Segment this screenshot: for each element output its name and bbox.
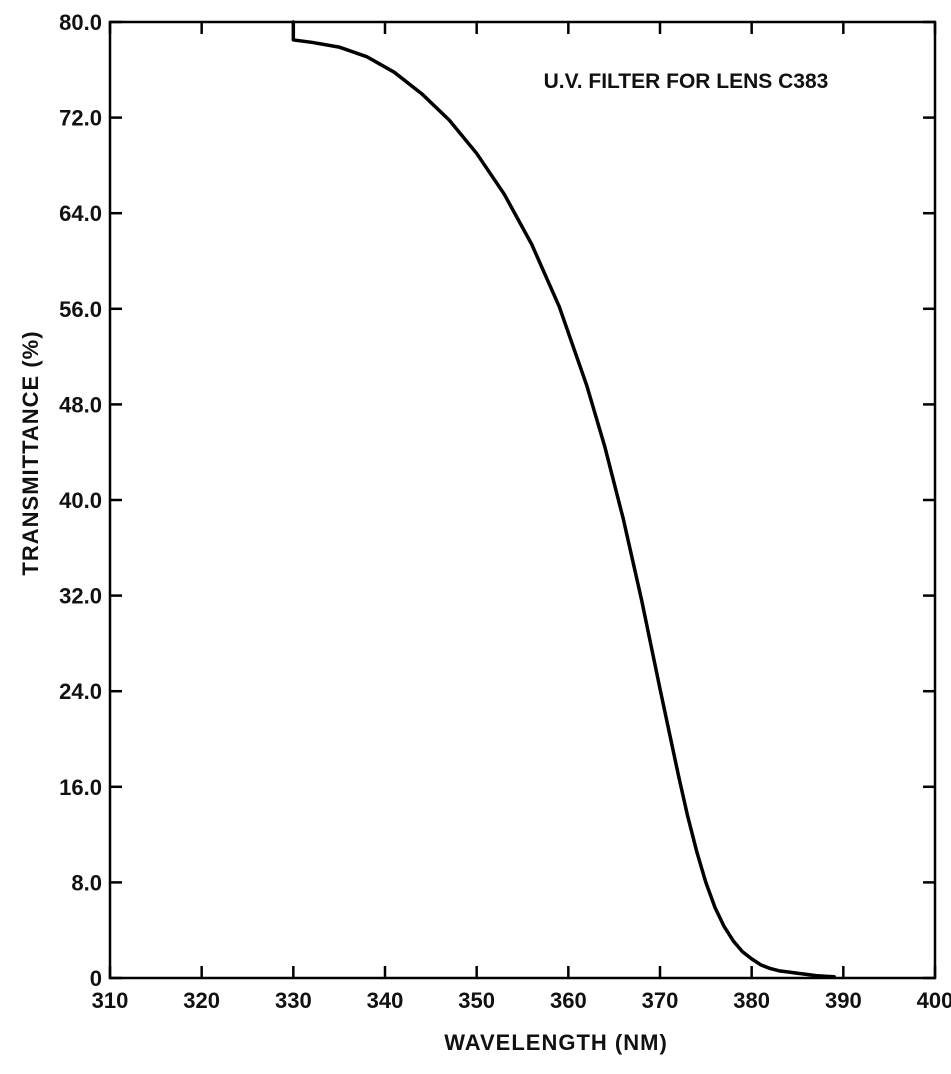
x-tick-label: 330 [275, 988, 312, 1013]
x-tick-label: 320 [183, 988, 220, 1013]
y-tick-label: 40.0 [59, 488, 102, 513]
y-tick-label: 80.0 [59, 10, 102, 35]
x-tick-labels: 310 320 330 340 350 360 370 380 390 400 [92, 988, 951, 1013]
plot-frame [108, 20, 937, 980]
x-tick-label: 390 [825, 988, 862, 1013]
x-tick-label: 360 [550, 988, 587, 1013]
y-tick-label: 32.0 [59, 584, 102, 609]
x-tick-label: 400 [917, 988, 951, 1013]
y-tick-label: 0 [90, 966, 102, 991]
y-tick-label: 64.0 [59, 201, 102, 226]
chart-annotation: U.V. FILTER FOR LENS C383 [544, 70, 829, 93]
x-tick-label: 310 [92, 988, 129, 1013]
x-tick-label: 340 [367, 988, 404, 1013]
y-tick-label: 8.0 [71, 870, 102, 895]
y-axis-title: TRANSMITTANCE (%) [18, 330, 43, 575]
transmittance-curve [291, 20, 836, 979]
y-tick-label: 16.0 [59, 775, 102, 800]
y-tick-label: 72.0 [59, 106, 102, 131]
x-axis-title: WAVELENGTH (NM) [444, 1030, 668, 1055]
axis-ticks [108, 20, 937, 980]
x-tick-label: 380 [733, 988, 770, 1013]
x-tick-label: 350 [458, 988, 495, 1013]
y-tick-label: 48.0 [59, 392, 102, 417]
y-tick-label: 56.0 [59, 297, 102, 322]
y-tick-labels: 0 8.0 16.0 24.0 32.0 40.0 48.0 56.0 64.0 72.0 80.0 [59, 10, 102, 991]
x-tick-label: 370 [642, 988, 679, 1013]
y-tick-label: 24.0 [59, 679, 102, 704]
